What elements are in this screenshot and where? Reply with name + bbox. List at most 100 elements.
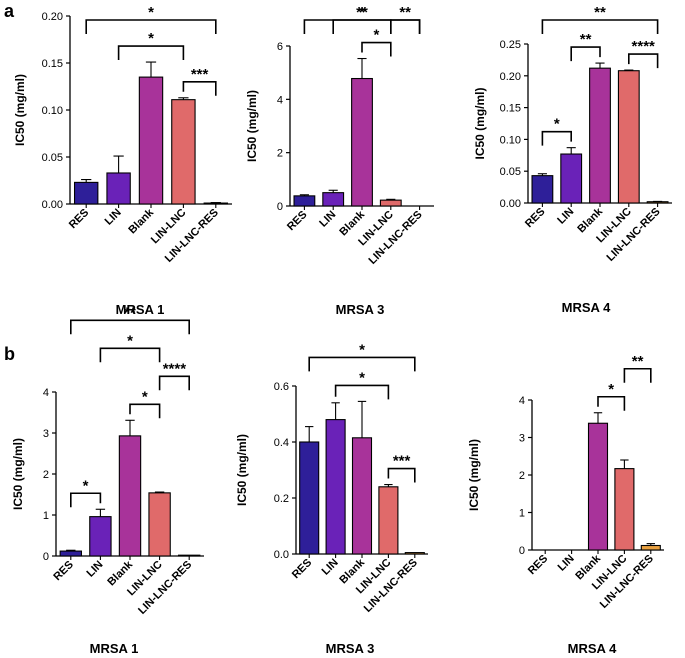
y-tick-label: 1 [43, 510, 49, 522]
significance-bracket [158, 375, 190, 391]
bar-res [59, 550, 83, 557]
category-label: LIN [317, 209, 338, 230]
significance-bracket [70, 319, 190, 335]
y-tick-label: 0.20 [500, 71, 521, 83]
significance-label: ** [399, 4, 411, 21]
chart-a-1: 0.00 0.05 0.10 0.15 0.20 IC50 (mg/ml) RES LIN Bl… [13, 4, 232, 317]
chart-title: MRSA 4 [568, 641, 617, 656]
bar-res [531, 175, 554, 204]
bar-lin-lnc-res [203, 202, 229, 205]
y-axis-label: IC50 (mg/ml) [245, 90, 259, 162]
panel-letter-b: b [4, 344, 15, 364]
bar-lin-lnc [148, 492, 171, 557]
significance-bracket [387, 467, 416, 483]
significance-bracket [70, 492, 102, 508]
category-label: LIN [84, 559, 105, 580]
significance-bracket [541, 19, 659, 34]
significance-label: * [554, 116, 560, 133]
category-label: LIN [555, 206, 576, 227]
y-tick-label: 2 [43, 469, 49, 481]
bar-blank [587, 422, 609, 551]
bar-lin [560, 153, 583, 204]
y-tick-label: 3 [43, 428, 49, 440]
significance-bracket [628, 53, 659, 69]
significance-bracket [85, 19, 217, 34]
significance-bracket [597, 395, 626, 411]
category-label: Blank [126, 206, 156, 236]
bar-lin-lnc [171, 99, 196, 205]
category-label: RES [526, 553, 550, 577]
bar-lin-lnc [378, 486, 399, 555]
y-tick-label: 0.10 [500, 134, 521, 146]
significance-label: *** [393, 453, 411, 470]
y-tick-label: 0.20 [42, 11, 63, 23]
y-tick-label: 1 [519, 508, 525, 520]
significance-bracket [361, 41, 392, 57]
y-axis-label: IC50 (mg/ml) [11, 438, 25, 510]
chart-title: MRSA 4 [562, 300, 611, 315]
significance-bracket [390, 19, 421, 34]
y-axis-label: IC50 (mg/ml) [235, 434, 249, 506]
bar-lin-lnc [614, 468, 635, 551]
bar-lin [325, 419, 346, 555]
panel-letter-a: a [4, 1, 15, 21]
y-tick-label: 3 [519, 433, 525, 445]
category-label: RES [285, 209, 309, 233]
bar-lin-lnc-res [177, 554, 201, 557]
significance-bracket [541, 130, 572, 146]
y-tick-label: 0.0 [274, 549, 289, 561]
y-tick-label: 0 [277, 201, 283, 213]
significance-label: **** [163, 360, 187, 377]
y-tick-label: 0.15 [500, 103, 521, 115]
y-tick-label: 2 [277, 148, 283, 160]
y-tick-label: 0.05 [42, 152, 63, 164]
category-label: RES [51, 559, 75, 583]
significance-label: ** [124, 304, 136, 321]
significance-label: *** [191, 66, 209, 83]
y-tick-label: 0.25 [500, 39, 521, 51]
y-tick-label: 0.10 [42, 105, 63, 117]
significance-label: * [359, 341, 365, 358]
category-label: LIN-LNC-RES [136, 559, 194, 617]
chart-title: MRSA 1 [116, 302, 165, 317]
significance-label: * [373, 27, 379, 44]
category-label: LIN [320, 557, 341, 578]
bar-blank [589, 67, 611, 204]
significance-bracket [332, 19, 392, 34]
chart-title: MRSA 3 [326, 641, 375, 656]
bar-blank [351, 77, 373, 207]
bar-lin-lnc-res [404, 552, 425, 555]
y-tick-label: 0.4 [274, 437, 289, 449]
chart-a-3: 0.00 0.05 0.10 0.15 0.20 0.25 IC50 (mg/ml) RES L… [473, 4, 672, 315]
category-label: LIN [103, 207, 124, 228]
significance-label: ** [594, 4, 606, 21]
significance-label: * [127, 332, 133, 349]
significance-label: * [83, 477, 89, 494]
chart-title: MRSA 1 [90, 641, 139, 656]
significance-bracket [117, 45, 185, 61]
y-tick-label: 6 [277, 41, 283, 53]
bar-blank [118, 435, 142, 557]
significance-bracket [334, 384, 390, 400]
category-label: LIN [556, 553, 577, 574]
significance-bracket [303, 19, 421, 34]
bar-lin-lnc-res [640, 544, 661, 551]
significance-label: * [148, 30, 154, 47]
y-tick-label: 0.00 [500, 198, 521, 210]
y-tick-label: 0.05 [500, 166, 521, 178]
significance-label: ** [632, 353, 644, 370]
y-tick-label: 0 [43, 551, 49, 563]
y-axis-label: IC50 (mg/ml) [473, 87, 487, 159]
significance-bracket [570, 46, 601, 62]
bar-res [299, 441, 320, 555]
significance-label: * [359, 369, 365, 386]
significance-label: * [608, 381, 614, 398]
chart-title: MRSA 3 [336, 302, 385, 317]
y-tick-label: 0.6 [274, 381, 289, 393]
